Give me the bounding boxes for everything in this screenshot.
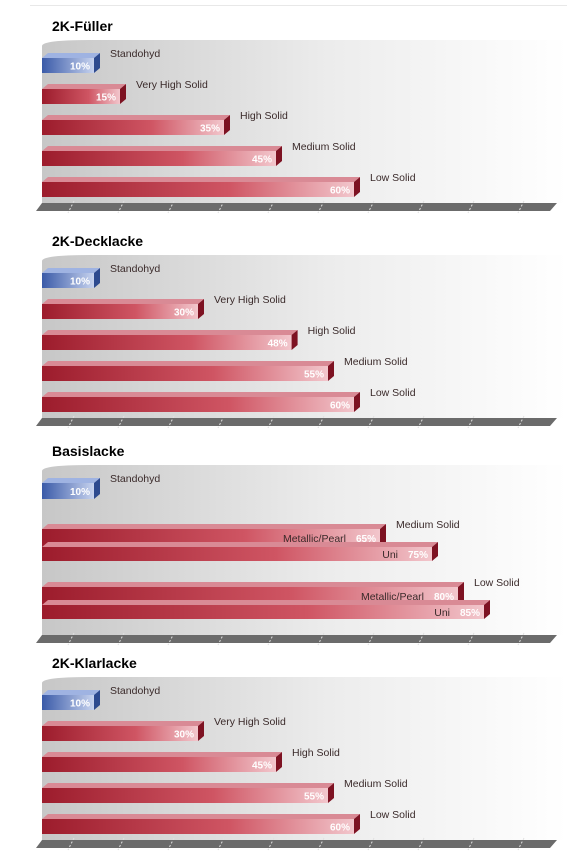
chart-floor: [36, 632, 557, 646]
bar-value-label: 10%: [70, 62, 90, 73]
top-divider: [30, 5, 567, 6]
bar: [42, 721, 204, 741]
bar-category-label: Medium Solid: [396, 519, 460, 531]
bar-category-label: Very High Solid: [214, 294, 286, 306]
bar-value-label: 30%: [174, 308, 194, 319]
bar: [42, 53, 100, 73]
bar-category-label: Low Solid: [370, 172, 416, 184]
bar: [42, 814, 360, 834]
chart-title: 2K-Decklacke: [52, 233, 144, 249]
bar-category-label: Low Solid: [370, 809, 416, 821]
bar-category-label: Low Solid: [474, 577, 520, 589]
bar-value-label: 55%: [304, 370, 324, 381]
chart-panel-2k-klarlacke: 2K-Klarlacke 10% Standohyd 30% Very High So…: [30, 655, 567, 860]
bar: [42, 330, 298, 350]
chart-floor: [36, 837, 557, 851]
bar-value-label: 60%: [330, 186, 350, 197]
bar-value-label: 75%: [408, 550, 428, 561]
bar: [42, 542, 438, 561]
bar-value-label: 45%: [252, 155, 272, 166]
bar-value-label: 85%: [460, 608, 480, 619]
bar-value-label: 60%: [330, 823, 350, 834]
bar: [42, 752, 282, 772]
bar-category-label: Medium Solid: [292, 141, 356, 153]
chart-svg: 10% Standohyd 15% Very High Solid 35% High So…: [36, 40, 567, 214]
bar-value-label: 45%: [252, 761, 272, 772]
chart-title: 2K-Klarlacke: [52, 655, 137, 671]
bar-category-label: Very High Solid: [214, 716, 286, 728]
bar-category-label: Standohyd: [110, 473, 160, 485]
bar: [42, 783, 334, 803]
bar: [42, 600, 490, 619]
chart-panel-basislacke: Basislacke 10% Standohyd 65% Metallic/Pearl…: [30, 443, 567, 648]
bar-category-label: Standohyd: [110, 263, 160, 275]
bar-category-label: High Solid: [292, 747, 340, 759]
bar: [42, 115, 230, 135]
bar-sub-label: Uni: [434, 607, 450, 619]
bar-category-label: High Solid: [308, 325, 356, 337]
bar-category-label: Very High Solid: [136, 79, 208, 91]
bar-value-label: 10%: [70, 277, 90, 288]
bar: [42, 268, 100, 288]
bar-value-label: 30%: [174, 730, 194, 741]
bar-value-label: 35%: [200, 124, 220, 135]
bar: [42, 84, 126, 104]
chart-panel-2k-fueller: 2K-Füller 10% Standohyd 15% Very High Solid…: [30, 18, 567, 223]
chart-svg: 10% Standohyd 30% Very High Solid 48% High So…: [36, 255, 567, 429]
bar-value-label: 65%: [356, 534, 376, 545]
bar-category-label: High Solid: [240, 110, 288, 122]
bar-category-label: Standohyd: [110, 48, 160, 60]
chart-floor: [36, 200, 557, 214]
bar: [42, 177, 360, 197]
bar: [42, 690, 100, 710]
bar-value-label: 10%: [70, 487, 90, 498]
bar: [42, 299, 204, 319]
chart-title: 2K-Füller: [52, 18, 113, 34]
bar: [42, 478, 100, 499]
bar-category-label: Standohyd: [110, 685, 160, 697]
bar-value-label: 10%: [70, 699, 90, 710]
bar: [42, 146, 282, 166]
chart-title: Basislacke: [52, 443, 125, 459]
bar-value-label: 60%: [330, 401, 350, 412]
chart-panel-2k-decklacke: 2K-Decklacke 10% Standohyd 30% Very High So…: [30, 233, 567, 438]
bar-category-label: Medium Solid: [344, 778, 408, 790]
chart-svg: 10% Standohyd 30% Very High Solid 45% High So…: [36, 677, 567, 851]
bar-sub-label: Uni: [382, 549, 398, 561]
bar-category-label: Medium Solid: [344, 356, 408, 368]
bar-value-label: 80%: [434, 592, 454, 603]
bar: [42, 361, 334, 381]
bar: [42, 392, 360, 412]
bar-category-label: Low Solid: [370, 387, 416, 399]
bar-value-label: 48%: [268, 339, 288, 350]
bar-value-label: 15%: [96, 93, 116, 104]
chart-floor: [36, 415, 557, 429]
bar-value-label: 55%: [304, 792, 324, 803]
